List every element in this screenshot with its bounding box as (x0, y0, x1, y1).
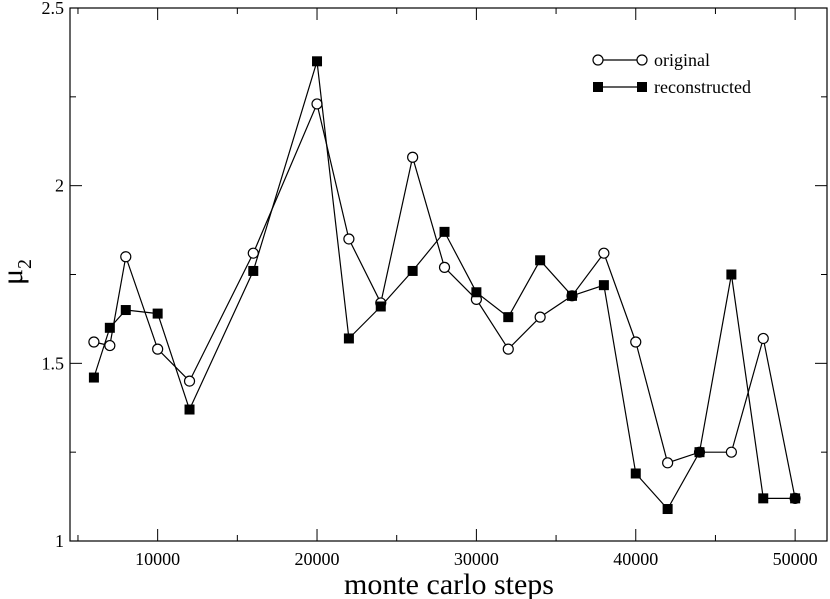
y-axis-title: μ2 (0, 259, 36, 285)
data-point-original (502, 343, 514, 355)
series-reconstructed (88, 56, 801, 515)
data-point-original (104, 339, 116, 352)
y-axis-title-subscript: 2 (14, 259, 36, 269)
legend-marker-end (636, 54, 648, 66)
data-point-reconstructed (152, 308, 163, 319)
data-point-original (438, 261, 451, 273)
legend-label: original (654, 50, 710, 70)
data-point-original (534, 311, 546, 323)
x-axis-title: monte carlo steps (344, 568, 554, 599)
y-axis-title-main: μ (0, 269, 29, 285)
series-line-reconstructed (93, 61, 796, 511)
data-point-reconstructed (471, 287, 482, 298)
legend-label: reconstructed (654, 77, 751, 97)
data-point-original (407, 151, 419, 163)
data-point-reconstructed (120, 305, 131, 316)
data-point-reconstructed (630, 468, 641, 479)
data-point-original (757, 332, 769, 345)
legend-marker-start (593, 82, 603, 92)
series-line-original (93, 101, 796, 499)
y-tick-label: 2.5 (42, 0, 65, 18)
data-point-reconstructed (248, 265, 259, 276)
data-point-reconstructed (535, 255, 546, 266)
data-point-reconstructed (375, 301, 386, 312)
axes: 10000 20000 30000 40000 50000 1 1.5 2 2.5 (42, 0, 827, 569)
data-point-reconstructed (662, 504, 673, 515)
data-point-original (152, 343, 164, 355)
data-point-reconstructed (567, 290, 578, 301)
data-point-original (311, 98, 323, 110)
data-point-original (598, 247, 610, 259)
x-tick-label: 10000 (135, 549, 180, 569)
data-point-reconstructed (312, 56, 323, 67)
data-point-original (725, 446, 737, 458)
data-point-reconstructed (184, 404, 195, 415)
legend-marker-start (592, 54, 604, 66)
data-point-reconstructed (503, 312, 514, 323)
y-axis-title-text: μ2 (0, 259, 36, 285)
data-point-original (662, 457, 674, 469)
x-tick-label: 30000 (454, 549, 499, 569)
series-layer (88, 56, 801, 515)
legend-item-original: original (592, 50, 710, 70)
data-point-reconstructed (343, 333, 354, 344)
x-tick-label: 20000 (295, 549, 340, 569)
x-tick-label: 40000 (613, 549, 658, 569)
data-point-original (343, 233, 355, 245)
x-tick-label: 50000 (773, 549, 818, 569)
data-point-reconstructed (88, 372, 99, 383)
data-point-reconstructed (104, 322, 115, 333)
data-point-reconstructed (758, 493, 769, 504)
data-point-reconstructed (790, 493, 801, 504)
data-point-reconstructed (694, 447, 705, 458)
data-point-original (183, 375, 196, 387)
data-point-reconstructed (439, 226, 450, 237)
data-point-original (247, 247, 259, 259)
y-tick-label: 1 (55, 531, 64, 551)
y-tick-label: 1.5 (42, 353, 65, 373)
data-point-reconstructed (407, 265, 418, 276)
legend: original reconstructed (592, 50, 751, 97)
data-point-reconstructed (598, 280, 609, 291)
data-point-original (630, 336, 642, 348)
data-point-original (120, 251, 132, 263)
data-point-reconstructed (726, 269, 737, 280)
series-original (88, 98, 801, 504)
legend-item-reconstructed: reconstructed (593, 77, 751, 97)
legend-marker-end (637, 82, 647, 92)
data-point-original (88, 336, 100, 348)
y-tick-label: 2 (55, 176, 64, 196)
